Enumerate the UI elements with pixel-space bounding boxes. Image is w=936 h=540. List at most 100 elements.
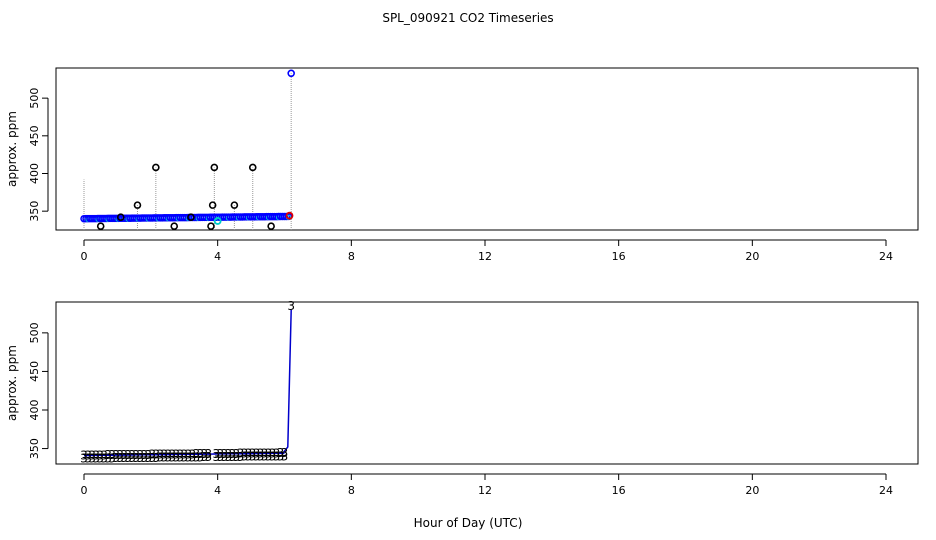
bottom-point-label-lower: 3 — [108, 451, 116, 465]
bottom-point-label-lower: 3 — [217, 450, 225, 464]
bottom-point-label-upper: 3 — [96, 448, 104, 462]
bottom-point-label-lower: 3 — [88, 452, 96, 466]
bottom-point-label-lower: 3 — [92, 451, 100, 465]
top-black-point — [133, 201, 142, 209]
bottom-point-label-lower: 3 — [281, 449, 289, 463]
bottom-point-label-lower: 3 — [269, 449, 277, 463]
bottom-point-label-lower: 3 — [196, 450, 204, 464]
bottom-point-label-lower: 3 — [241, 450, 249, 464]
top-x-tick-label: 0 — [81, 250, 88, 263]
bottom-spike-label: 3 — [287, 299, 295, 313]
bottom-point-label-upper: 3 — [104, 448, 112, 462]
bottom-x-tick-label: 0 — [81, 484, 88, 497]
bottom-point-label-upper: 3 — [80, 449, 88, 463]
bottom-point-label-upper: 3 — [172, 447, 180, 461]
bottom-point-label-lower: 3 — [116, 451, 124, 465]
bottom-point-label-upper: 3 — [257, 446, 265, 460]
top-black-point — [210, 163, 219, 172]
bottom-point-label-lower: 3 — [188, 450, 196, 464]
bottom-point-label-upper: 3 — [160, 448, 168, 462]
bottom-point-label-upper: 3 — [128, 448, 136, 462]
bottom-point-label-upper: 3 — [84, 448, 92, 462]
bottom-point-label-upper: 3 — [265, 446, 273, 460]
bottom-point-label-upper: 3 — [221, 447, 229, 461]
bottom-point-label-lower: 3 — [257, 450, 265, 464]
bottom-x-tick-label: 8 — [348, 484, 355, 497]
bottom-x-tick-label: 20 — [745, 484, 759, 497]
bottom-point-label-upper: 3 — [180, 447, 188, 461]
bottom-point-label-lower: 3 — [140, 451, 148, 465]
bottom-point-label-lower: 3 — [148, 451, 156, 465]
bottom-point-label-lower: 3 — [104, 451, 112, 465]
bottom-point-label-lower: 3 — [112, 451, 120, 465]
bottom-point-label-upper: 3 — [213, 447, 221, 461]
bottom-point-label-lower: 3 — [164, 451, 172, 465]
bottom-x-tick-label: 12 — [478, 484, 492, 497]
top-outlier-point — [287, 69, 295, 78]
bottom-point-label-upper: 3 — [188, 447, 196, 461]
bottom-point-label-upper: 3 — [225, 447, 233, 461]
bottom-ylabel: approx. ppm — [5, 345, 19, 421]
bottom-point-label-lower: 3 — [144, 451, 152, 465]
bottom-point-label-upper: 3 — [273, 446, 281, 460]
bottom-point-label-lower: 3 — [249, 450, 257, 464]
top-x-tick-label: 16 — [612, 250, 626, 263]
bottom-point-label-upper: 3 — [124, 448, 132, 462]
bottom-point-label-lower: 3 — [128, 451, 136, 465]
bottom-point-label-upper: 3 — [269, 446, 277, 460]
bottom-point-label-lower: 3 — [221, 450, 229, 464]
bottom-point-label-upper: 3 — [249, 447, 257, 461]
bottom-point-label-upper: 3 — [204, 447, 212, 461]
bottom-point-label-upper: 3 — [164, 448, 172, 462]
top-black-point — [248, 163, 257, 172]
bottom-point-label-lower: 3 — [229, 450, 237, 464]
bottom-point-label-lower: 3 — [233, 450, 241, 464]
bottom-y-tick-label: 400 — [28, 400, 41, 421]
bottom-point-label-upper: 3 — [237, 447, 245, 461]
top-black-point — [96, 222, 105, 231]
bottom-point-label-lower: 3 — [124, 451, 132, 465]
bottom-point-label-upper: 3 — [88, 448, 96, 462]
bottom-point-label-upper: 3 — [196, 447, 204, 461]
top-cyan-point — [213, 217, 222, 225]
top-x-tick-label: 20 — [745, 250, 759, 263]
bottom-point-label-lower: 3 — [180, 450, 188, 464]
bottom-point-label-upper: 3 — [152, 448, 160, 462]
bottom-point-label-upper: 3 — [184, 447, 192, 461]
x-axis-label: Hour of Day (UTC) — [414, 516, 523, 530]
bottom-y-tick-label: 450 — [28, 361, 41, 382]
bottom-point-label-upper: 3 — [241, 447, 249, 461]
bottom-point-label-upper: 3 — [108, 448, 116, 462]
bottom-point-label-lower: 3 — [245, 450, 253, 464]
bottom-point-label-upper: 3 — [112, 448, 120, 462]
top-ylabel: approx. ppm — [5, 111, 19, 187]
bottom-point-label-lower: 3 — [200, 450, 208, 464]
bottom-point-label-lower: 3 — [273, 449, 281, 463]
top-plot-frame — [55, 67, 919, 231]
top-red-point — [285, 211, 294, 220]
bottom-point-label-lower: 3 — [152, 451, 160, 465]
bottom-point-label-upper: 3 — [132, 448, 140, 462]
top-axes: 0 4 8 12 16 20 24 350 400 450 500 — [28, 88, 893, 263]
bottom-point-label-lower: 3 — [237, 450, 245, 464]
bottom-point-label-lower: 3 — [84, 452, 92, 466]
bottom-point-label-lower: 3 — [184, 450, 192, 464]
bottom-axes: 0 4 8 12 16 20 24 350 400 450 500 — [28, 322, 893, 497]
top-black-point — [116, 213, 125, 221]
top-black-point — [230, 201, 239, 209]
top-black-point — [170, 222, 179, 231]
bottom-point-label-upper: 3 — [100, 448, 108, 462]
top-y-tick-label: 400 — [28, 163, 41, 184]
bottom-point-label-upper: 3 — [277, 446, 285, 460]
bottom-point-label-lower: 3 — [265, 449, 273, 463]
bottom-point-label-lower: 3 — [80, 452, 88, 466]
top-black-point — [207, 222, 215, 231]
bottom-point-label-lower: 3 — [168, 451, 176, 465]
bottom-point-label-lower: 3 — [204, 450, 212, 464]
top-x-tick-label: 12 — [478, 250, 492, 263]
bottom-point-label-lower: 3 — [100, 451, 108, 465]
bottom-point-label-upper: 3 — [233, 447, 241, 461]
top-black-point — [152, 163, 160, 172]
bottom-x-tick-label: 24 — [879, 484, 893, 497]
